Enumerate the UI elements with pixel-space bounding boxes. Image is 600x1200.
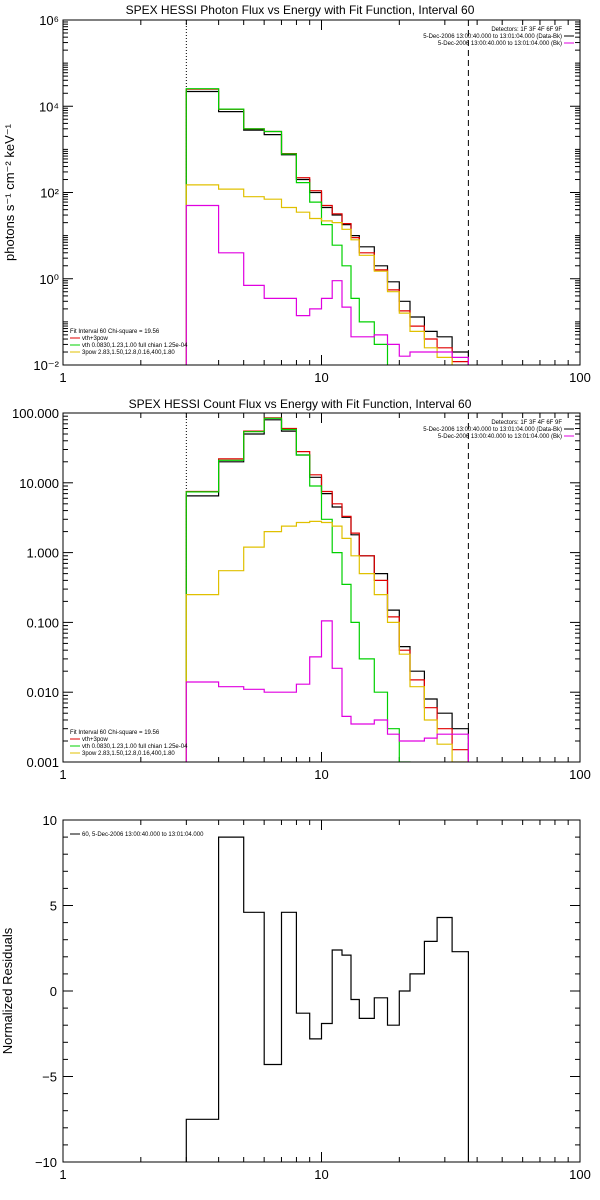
x-tick-label: 1 — [59, 370, 66, 385]
y-tick-label: −10 — [35, 1155, 57, 1170]
y-tick-label: 0.100 — [26, 615, 59, 630]
y-tick-label: 1.000 — [26, 546, 59, 561]
y-axis-label: Normalized Residuals — [0, 927, 15, 1054]
y-tick-label: 0.010 — [26, 685, 59, 700]
x-tick-label: 10 — [314, 370, 328, 385]
chart-panel-1: SPEX HESSI Photon Flux vs Energy with Fi… — [2, 3, 591, 385]
legend-entry: 60, 5-Dec-2006 13:00:40.000 to 13:01:04.… — [82, 832, 204, 838]
series-line-3 — [185, 88, 389, 365]
y-tick-label: 10.000 — [19, 476, 59, 491]
series-line-1 — [185, 419, 469, 762]
y-tick-label: 100.000 — [12, 406, 59, 421]
x-tick-label: 1 — [59, 767, 66, 782]
y-tick-label: −5 — [42, 1070, 57, 1085]
legend-entry: Detectors: 1F 3F 4F 6F 9F — [491, 27, 562, 33]
series-line-4 — [185, 184, 453, 365]
plot-frame — [62, 19, 581, 366]
x-tick-label: 100 — [569, 767, 591, 782]
y-tick-label: 0.001 — [26, 755, 59, 770]
series-line-4 — [185, 520, 469, 762]
chart-title: SPEX HESSI Count Flux vs Energy with Fit… — [129, 397, 472, 411]
plot-frame — [62, 412, 581, 763]
y-tick-label: 5 — [50, 899, 57, 914]
x-tick-label: 1 — [59, 1167, 66, 1182]
legend-entry: vth+3pow — [82, 737, 109, 743]
y-tick-label: 10⁰ — [39, 272, 59, 287]
legend-entry: Detectors: 1F 3F 4F 6F 9F — [491, 420, 562, 426]
series-line-1 — [185, 836, 469, 1162]
x-tick-label: 100 — [569, 1167, 591, 1182]
y-tick-label: 10 — [43, 813, 57, 828]
legend-entry: 5-Dec-2006 13:00:40.000 to 13:01:04.000 … — [423, 427, 562, 433]
legend-entry: 5-Dec-2006 13:00:40.000 to 13:01:04.000 … — [438, 41, 562, 47]
y-axis-label: photons s⁻¹ cm⁻² keV⁻¹ — [2, 123, 17, 261]
series-line-5 — [185, 620, 469, 762]
x-tick-label: 10 — [314, 767, 328, 782]
series-line-1 — [185, 90, 469, 365]
series-line-3 — [185, 417, 411, 762]
x-tick-label: 10 — [314, 1167, 328, 1182]
series-line-2 — [185, 88, 469, 365]
y-tick-label: 10² — [40, 186, 59, 201]
chart-title: SPEX HESSI Photon Flux vs Energy with Fi… — [126, 3, 475, 17]
y-tick-label: 0 — [50, 984, 57, 999]
legend-entry: vth 0.0830,1.23,1.00 full chian 1.25e-04 — [82, 744, 188, 750]
legend-entry: 5-Dec-2006 13:00:40.000 to 13:01:04.000 … — [423, 34, 562, 40]
y-tick-label: 10⁴ — [39, 99, 59, 114]
legend-entry: vth 0.0830,1.23,1.00 full chian 1.25e-04 — [82, 343, 188, 349]
chart-panel-2: SPEX HESSI Count Flux vs Energy with Fit… — [12, 397, 591, 782]
legend-entry: 3pow 2.83,1.50,12.8,0.16,400,1.80 — [82, 350, 175, 356]
y-tick-label: 10⁻² — [33, 358, 59, 373]
plot-frame — [62, 819, 581, 1163]
series-line-5 — [185, 204, 469, 365]
legend-entry: 5-Dec-2006 13:00:40.000 to 13:01:04.000 … — [438, 434, 562, 440]
chart-panel-3: 1 10 100 −10 −5 0 5 10 Normalized Residuals 60, 5… — [0, 813, 591, 1182]
legend-entry: Fit Interval 60 Chi-square = 19.56 — [70, 730, 160, 736]
series-line-2 — [185, 417, 469, 762]
x-tick-label: 100 — [569, 370, 591, 385]
legend-entry: vth+3pow — [82, 336, 109, 342]
legend-entry: 3pow 2.83,1.50,12.8,0.16,400,1.80 — [82, 751, 175, 757]
y-tick-label: 10⁶ — [39, 13, 59, 28]
legend-entry: Fit Interval 60 Chi-square = 19.56 — [70, 329, 160, 335]
